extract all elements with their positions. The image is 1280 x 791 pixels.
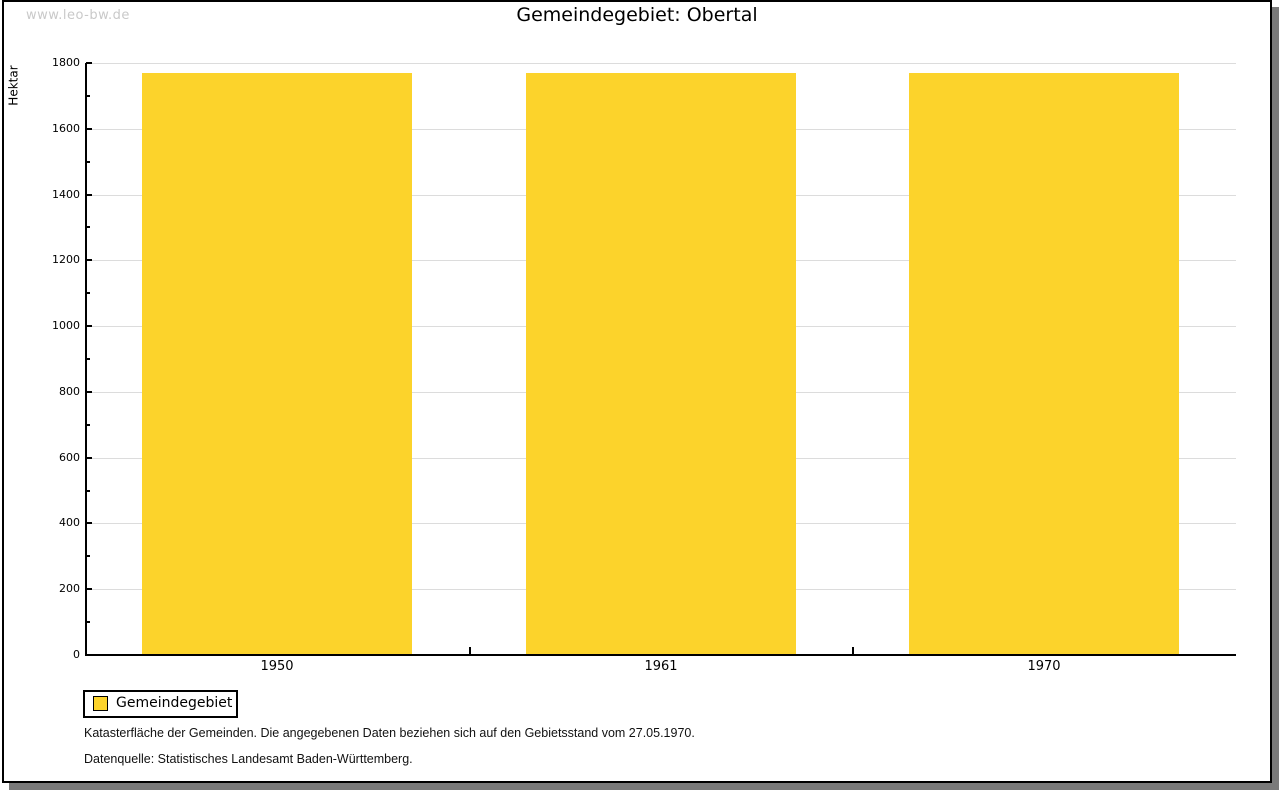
x-axis-boundary-tick: [469, 647, 471, 654]
y-axis-minor-tick: [86, 621, 90, 623]
x-axis-boundary-tick: [852, 647, 854, 654]
y-axis-major-tick: [86, 522, 92, 524]
y-gridline: [86, 63, 1236, 64]
y-axis-minor-tick: [86, 226, 90, 228]
y-axis-major-tick: [86, 588, 92, 590]
y-axis-tick-label: 1400: [52, 188, 80, 201]
y-axis-major-tick: [86, 259, 92, 261]
y-axis-tick-label: 800: [59, 385, 80, 398]
chart-title: Gemeindegebiet: Obertal: [516, 4, 758, 26]
y-axis-minor-tick: [86, 424, 90, 426]
y-axis-label: Hektar: [6, 65, 21, 106]
y-axis-major-tick: [86, 457, 92, 459]
x-axis-line: [85, 654, 1236, 656]
footnote-data-source: Datenquelle: Statistisches Landesamt Bad…: [84, 752, 413, 766]
y-axis-tick-label: 600: [59, 451, 80, 464]
y-axis-tick-label: 1000: [52, 319, 80, 332]
bar-1961: [526, 73, 796, 654]
x-axis-category-label: 1950: [260, 659, 294, 674]
y-axis-major-tick: [86, 128, 92, 130]
y-axis-tick-label: 200: [59, 582, 80, 595]
legend-label: Gemeindegebiet: [116, 695, 233, 711]
y-axis-minor-tick: [86, 555, 90, 557]
y-axis-major-tick: [86, 325, 92, 327]
footnote-source-note: Katasterfläche der Gemeinden. Die angege…: [84, 726, 695, 740]
bar-1970: [909, 73, 1179, 654]
y-axis-minor-tick: [86, 95, 90, 97]
y-axis-tick-label: 1600: [52, 122, 80, 135]
y-axis-minor-tick: [86, 358, 90, 360]
y-axis-major-tick: [86, 391, 92, 393]
bar-1950: [142, 73, 412, 654]
y-axis-tick-label: 1200: [52, 253, 80, 266]
y-axis-major-tick: [86, 62, 92, 64]
y-axis-tick-label: 400: [59, 516, 80, 529]
legend: Gemeindegebiet: [83, 690, 238, 718]
y-axis-minor-tick: [86, 161, 90, 163]
y-axis-minor-tick: [86, 490, 90, 492]
y-axis-tick-label: 1800: [52, 56, 80, 69]
x-axis-category-label: 1961: [644, 659, 678, 674]
y-axis-line: [85, 63, 87, 655]
y-axis-tick-label: 0: [73, 648, 80, 661]
y-axis-major-tick: [86, 194, 92, 196]
x-axis-category-label: 1970: [1027, 659, 1061, 674]
legend-color-swatch: [93, 696, 108, 711]
watermark: www.leo-bw.de: [26, 8, 130, 23]
y-axis-minor-tick: [86, 292, 90, 294]
